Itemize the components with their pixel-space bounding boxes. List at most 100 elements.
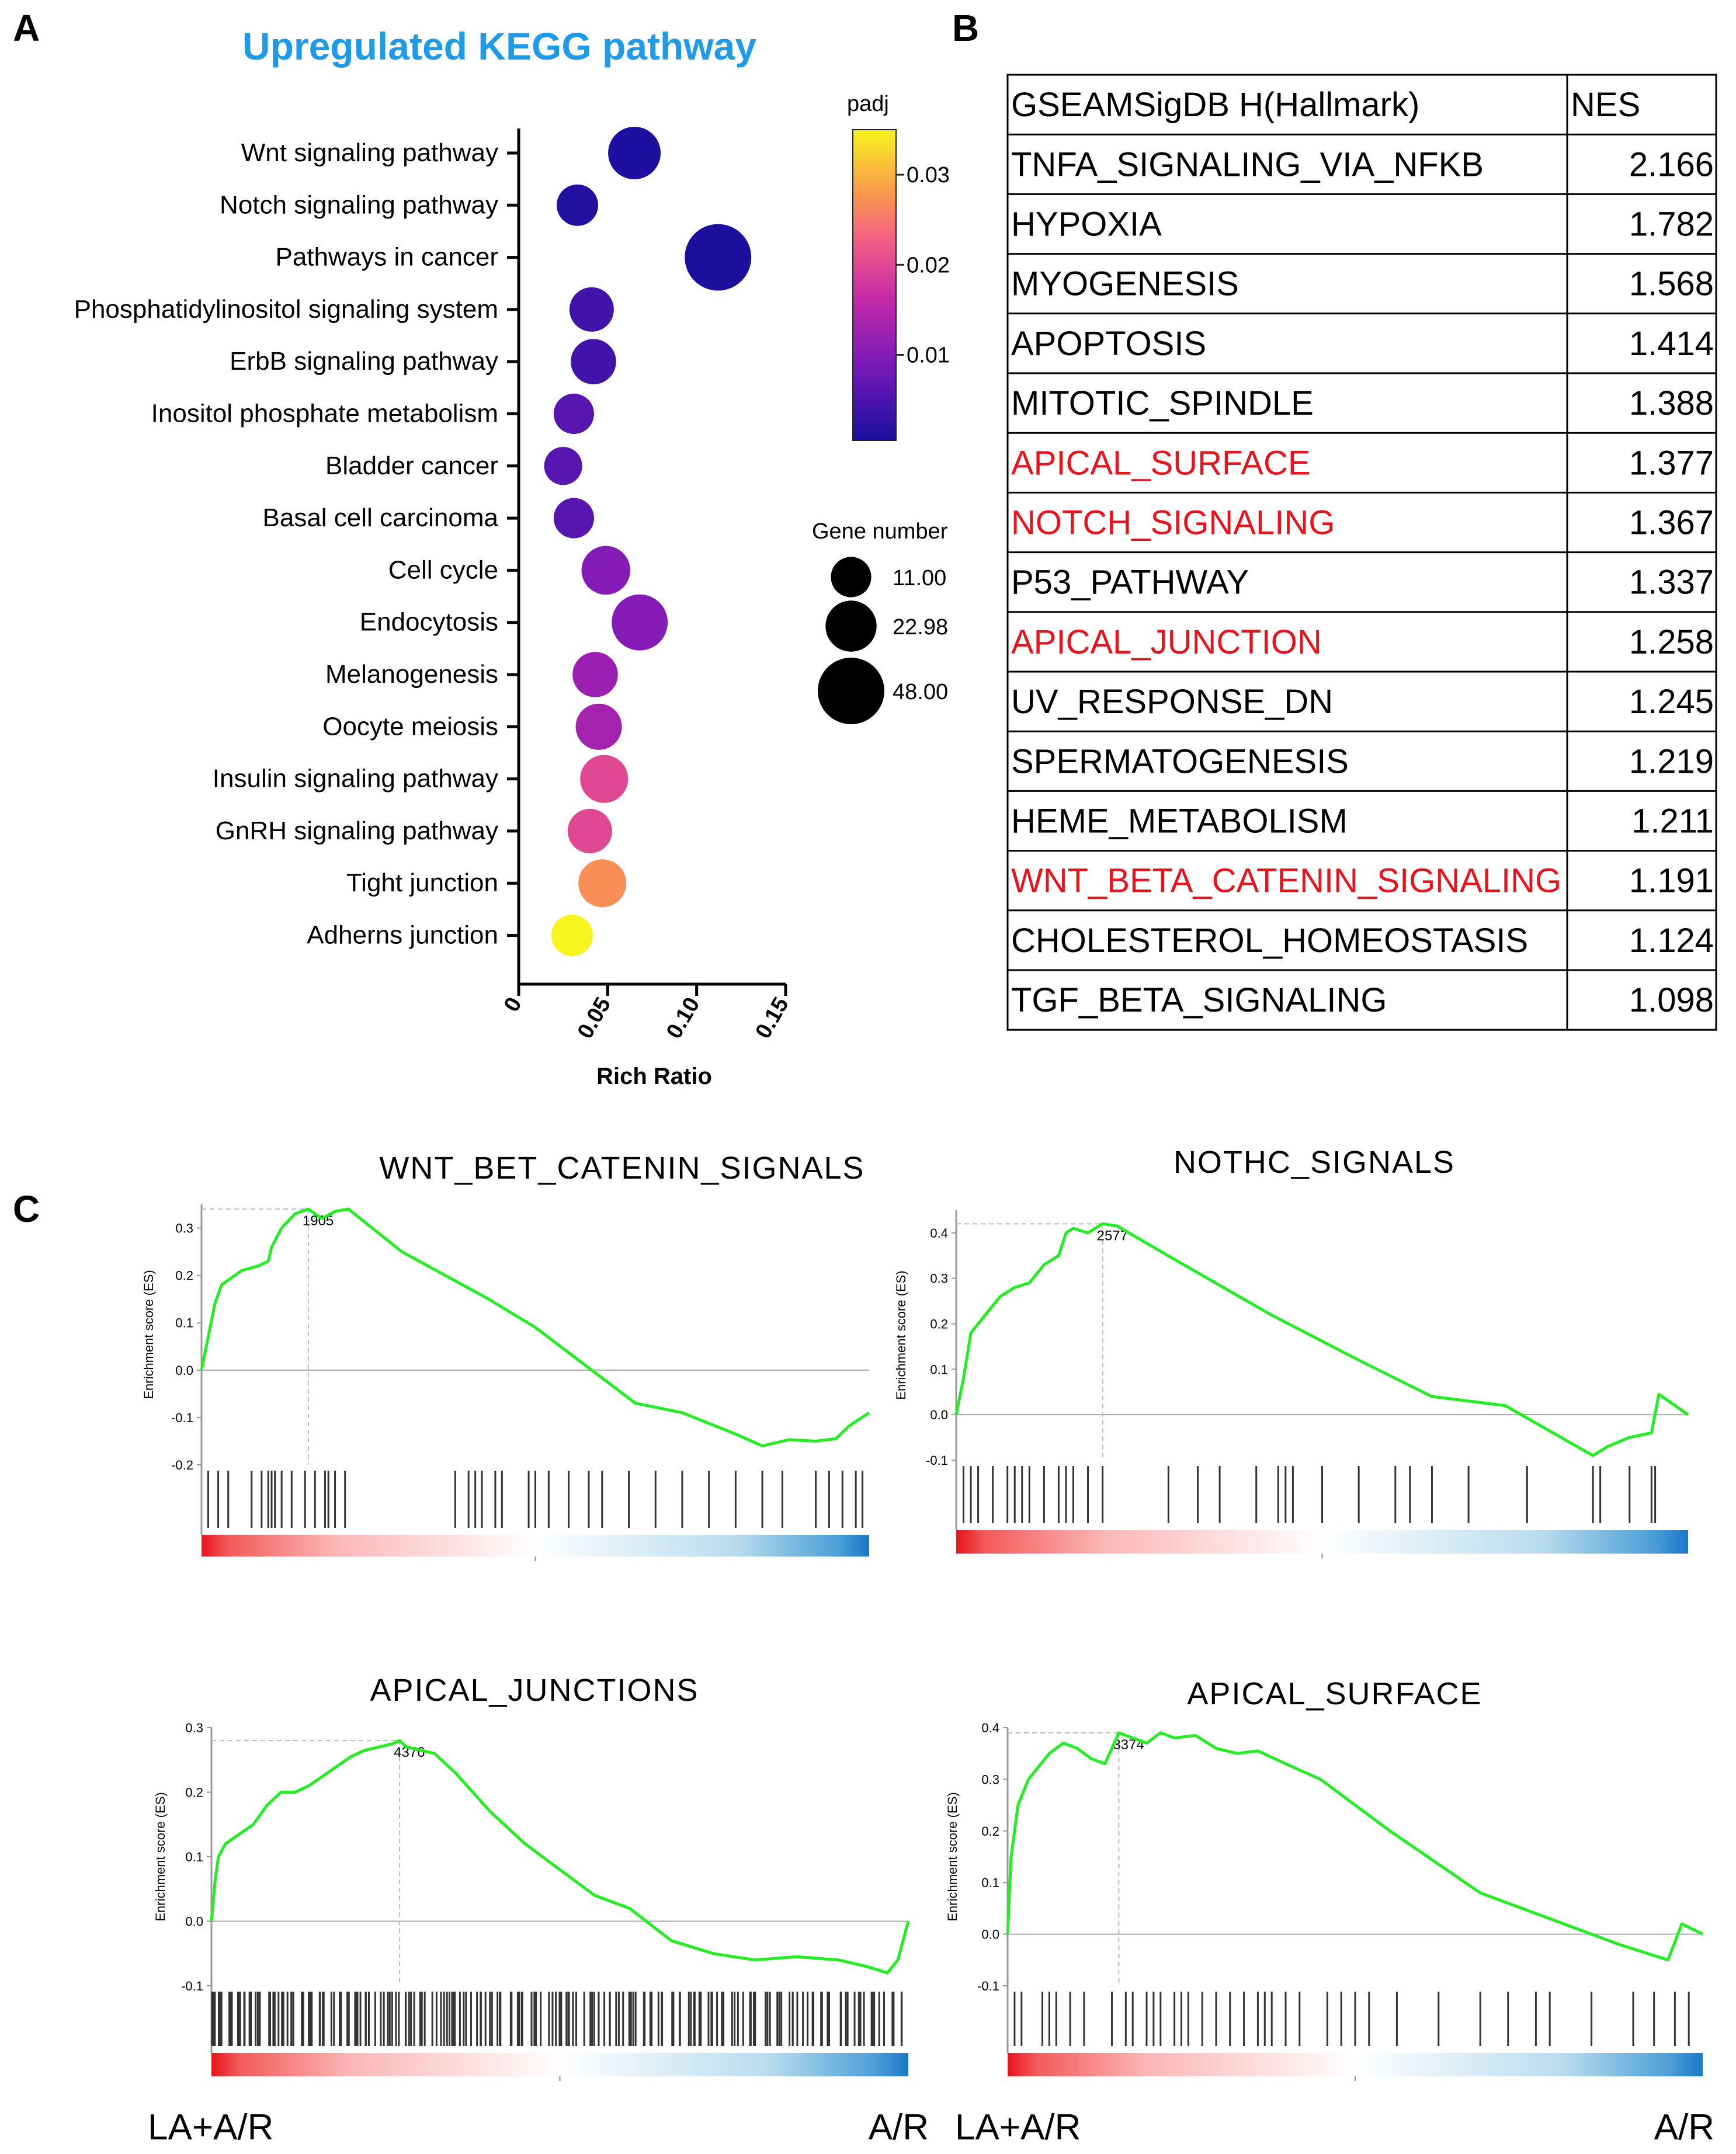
kegg-pathway-label: Wnt signaling pathway: [241, 138, 498, 167]
kegg-x-tick-label: 0.10: [662, 993, 704, 1043]
kegg-pathway-label: Melanogenesis: [325, 660, 498, 689]
table-cell-nes: 1.388: [1629, 384, 1714, 422]
gsea-title: WNT_BET_CATENIN_SIGNALS: [379, 1151, 864, 1186]
gsea-y-tick-label: 0.1: [930, 1362, 948, 1377]
gsea-y-label: Enrichment score (ES): [894, 1270, 908, 1399]
kegg-pathway-label: Cell cycle: [388, 555, 498, 584]
table-cell-nes: 1.211: [1631, 802, 1714, 840]
gsea-y-tick-label: 0.0: [930, 1408, 948, 1422]
gsea-y-tick-label: 0.3: [175, 1221, 193, 1236]
table-cell-nes: 1.414: [1629, 325, 1714, 363]
kegg-bubble: [557, 184, 599, 226]
kegg-x-tick-label: 0: [499, 993, 527, 1016]
gsea-y-tick-label: 0.0: [185, 1915, 203, 1929]
gsea-es-curve: [1006, 1731, 1704, 1962]
kegg-bubble: [571, 339, 616, 384]
gsea-y-tick-label: 0.1: [981, 1875, 999, 1890]
gsea-y-tick-label: -0.1: [171, 1410, 193, 1425]
group-label-right: A/R: [1654, 2107, 1714, 2148]
kegg-pathway-label: Adherns junction: [307, 921, 498, 950]
gene-number-legend-label: 48.00: [893, 680, 948, 704]
gsea-es-curve: [200, 1207, 870, 1448]
gsea-plots: WNT_BET_CATENIN_SIGNALS 0.3 0.2 0.1 0.0 -0.1 -…: [141, 1145, 1714, 2148]
kegg-pathway-label: Tight junction: [346, 868, 498, 897]
table-cell-nes: 1.219: [1629, 742, 1714, 780]
gsea-rank-bar: [211, 2053, 908, 2076]
kegg-bubble: [553, 498, 595, 538]
kegg-x-tick-label: 0.05: [573, 993, 616, 1043]
padj-tick-label: 0.03: [907, 163, 950, 187]
kegg-bubble: [608, 127, 661, 179]
panel-label-c: C: [13, 1188, 40, 1230]
table-cell-geneset: APOPTOSIS: [1011, 325, 1206, 363]
gsea-rank-bar: [202, 1535, 869, 1557]
table-cell-geneset: NOTCH_SIGNALING: [1011, 504, 1335, 542]
gsea-y-tick-label: 0.0: [981, 1927, 999, 1942]
table-cell-geneset: MYOGENESIS: [1011, 265, 1239, 303]
kegg-pathway-label: Inositol phosphate metabolism: [151, 399, 498, 428]
gsea-y-tick-label: 0.3: [185, 1721, 203, 1735]
gsea-y-tick-label: 0.2: [185, 1785, 203, 1800]
table-cell-geneset: APICAL_SURFACE: [1011, 444, 1311, 482]
table-cell-nes: 1.124: [1629, 922, 1714, 960]
kegg-pathway-label: Notch signaling pathway: [220, 190, 498, 219]
kegg-bubble: [581, 546, 631, 595]
kegg-bubble: [578, 859, 627, 908]
gsea-y-tick-label: 0.2: [175, 1269, 193, 1283]
kegg-bubble-chart: Upregulated KEGG pathway Wnt signaling p…: [74, 25, 950, 1089]
gene-number-legend-title: Gene number: [812, 519, 948, 544]
kegg-pathway-label: Insulin signaling pathway: [213, 765, 498, 793]
kegg-bubble: [572, 652, 618, 697]
table-header-nes: NES: [1571, 86, 1640, 124]
kegg-bubble: [575, 703, 622, 750]
gsea-y-tick-label: -0.2: [171, 1458, 193, 1472]
kegg-x-tick-label: 0.15: [751, 993, 793, 1043]
gsea-title: NOTHC_SIGNALS: [1173, 1145, 1455, 1180]
gsea-title: APICAL_JUNCTIONS: [370, 1673, 699, 1708]
group-label-left: LA+A/R: [955, 2107, 1081, 2148]
gene-number-legend-circle: [831, 557, 872, 597]
kegg-pathway-label: Basal cell carcinoma: [263, 503, 499, 532]
gsea-y-tick-label: 0.2: [930, 1317, 948, 1332]
table-cell-geneset: SPERMATOGENESIS: [1011, 742, 1349, 780]
gsea-y-label: Enrichment score (ES): [153, 1792, 168, 1921]
gsea-y-tick-label: 0.4: [981, 1721, 999, 1735]
gsea-rank-bar: [956, 1530, 1688, 1554]
gsea-y-label: Enrichment score (ES): [141, 1270, 156, 1399]
table-cell-nes: 1.098: [1629, 981, 1714, 1019]
table-cell-geneset: CHOLESTEROL_HOMEOSTASIS: [1011, 922, 1528, 960]
hallmark-nes-table: GSEAMSigDB H(Hallmark) NES TNFA_SIGNALING_…: [1006, 74, 1717, 1031]
kegg-bubble: [685, 224, 752, 291]
table-cell-geneset: TNFA_SIGNALING_VIA_NFKB: [1011, 145, 1484, 183]
gsea-rank-bar: [1008, 2053, 1703, 2076]
table-cell-nes: 1.782: [1629, 206, 1714, 244]
gsea-es-curve: [954, 1222, 1689, 1457]
table-cell-geneset: P53_PATHWAY: [1011, 564, 1249, 602]
table-cell-nes: 1.258: [1629, 623, 1714, 661]
gsea-es-curve: [210, 1739, 910, 1975]
gsea-y-tick-label: 0.1: [175, 1316, 193, 1330]
table-cell-nes: 2.166: [1629, 145, 1714, 183]
gsea-y-tick-label: 0.0: [175, 1363, 193, 1378]
kegg-bubble: [567, 808, 612, 853]
gsea-y-tick-label: 0.2: [981, 1824, 999, 1839]
gene-number-legend-label: 11.00: [893, 566, 946, 590]
kegg-bubble: [569, 287, 614, 332]
table-cell-nes: 1.245: [1629, 683, 1714, 721]
table-cell-nes: 1.377: [1629, 444, 1714, 482]
kegg-pathway-label: ErbB signaling pathway: [230, 347, 498, 376]
gsea-y-tick-label: 0.3: [981, 1772, 999, 1787]
gsea-y-tick-label: 0.3: [930, 1271, 948, 1286]
kegg-bubble: [551, 915, 593, 956]
table-cell-geneset: MITOTIC_SPINDLE: [1011, 384, 1314, 422]
table-cell-geneset: APICAL_JUNCTION: [1011, 623, 1322, 661]
gsea-y-tick-label: -0.1: [977, 1979, 999, 1993]
padj-legend-title: padj: [847, 92, 889, 116]
kegg-title: Upregulated KEGG pathway: [242, 25, 756, 68]
gene-number-legend-circle: [825, 600, 877, 652]
kegg-pathway-label: GnRH signaling pathway: [216, 817, 498, 845]
kegg-bubble: [580, 755, 629, 803]
kegg-bubble: [544, 447, 582, 485]
kegg-pathway-label: Endocytosis: [360, 608, 498, 637]
